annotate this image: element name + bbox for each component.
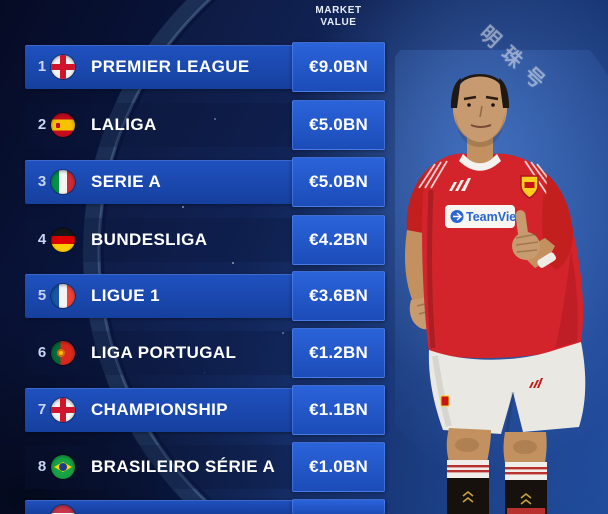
- row-brasileiro-serie-a: 8 BRASILEIRO SÉRIE A €1.0BN: [25, 442, 385, 492]
- market-value-header: MARKET VALUE: [292, 5, 385, 29]
- shorts-adidas-logo-icon: [529, 378, 543, 388]
- rank-number: 7: [37, 401, 47, 418]
- shorts-crest-icon: [440, 395, 450, 407]
- speck-decoration: [232, 262, 234, 264]
- spain-flag-icon: [51, 113, 75, 137]
- sponsor-text: TeamVie: [466, 210, 516, 224]
- market-value-chip: €3.6BN: [292, 271, 385, 321]
- england-flag-icon: [51, 55, 75, 79]
- market-value-chip: €5.0BN: [292, 157, 385, 207]
- rank-number: 8: [37, 458, 47, 475]
- player-shorts: [428, 342, 586, 434]
- market-value: €5.0BN: [309, 172, 368, 191]
- league-name: LIGUE 1: [91, 286, 160, 305]
- row-premier-league: 1 PREMIER LEAGUE €9.0BN: [25, 42, 385, 92]
- england-flag-icon: [51, 398, 75, 422]
- league-name: SERIE A: [91, 172, 162, 191]
- league-name: PREMIER LEAGUE: [91, 57, 250, 76]
- market-value: €1.2BN: [309, 343, 368, 362]
- rank-number: 2: [37, 116, 47, 133]
- rank-number: 5: [37, 287, 47, 304]
- market-value-chip: €4.2BN: [292, 215, 385, 265]
- market-value: €4.2BN: [309, 230, 368, 249]
- market-value-chip: €5.0BN: [292, 100, 385, 150]
- row-bundesliga: 4 BUNDESLIGA €4.2BN: [25, 215, 385, 265]
- league-name: CHAMPIONSHIP: [91, 400, 229, 419]
- speck-decoration: [282, 332, 284, 334]
- rank-number: 1: [37, 58, 47, 75]
- player-image: TeamVie: [395, 50, 608, 514]
- rank-number: 4: [37, 231, 47, 248]
- rank-number: 6: [37, 344, 47, 361]
- league-name: LIGA PORTUGAL: [91, 343, 237, 362]
- speck-decoration: [214, 118, 216, 120]
- row-laliga: 2 LALIGA €5.0BN: [25, 100, 385, 150]
- market-value: €3.6BN: [309, 286, 368, 305]
- rank-number: 3: [37, 173, 47, 190]
- italy-flag-icon: [51, 170, 75, 194]
- jersey-collar: [459, 154, 501, 171]
- speck-decoration: [204, 372, 205, 373]
- row-championship: 7 CHAMPIONSHIP €1.1BN: [25, 385, 385, 435]
- league-name: BUNDESLIGA: [91, 230, 208, 249]
- market-value: €1.1BN: [309, 400, 368, 419]
- market-value-header-line2: VALUE: [320, 17, 357, 28]
- player-legs: [446, 428, 547, 514]
- row-partial-9: [25, 499, 385, 514]
- market-value-chip: €1.1BN: [292, 385, 385, 435]
- market-value: €1.0BN: [309, 457, 368, 476]
- thumbs-up-hand: [512, 174, 573, 270]
- market-value-chip: €1.2BN: [292, 328, 385, 378]
- market-value-chip: €9.0BN: [292, 42, 385, 92]
- player-socks: [447, 460, 547, 514]
- row-serie-a: 3 SERIE A €5.0BN: [25, 157, 385, 207]
- league-name: LALIGA: [91, 115, 157, 134]
- speck-decoration: [182, 206, 184, 208]
- row-liga-portugal: 6 LIGA PORTUGAL €1.2BN: [25, 328, 385, 378]
- league-name: BRASILEIRO SÉRIE A: [91, 457, 276, 476]
- brazil-flag-icon: [51, 455, 75, 479]
- market-value-chip: €1.0BN: [292, 442, 385, 492]
- market-value-header-line1: MARKET: [315, 5, 362, 16]
- sponsor-badge: TeamVie: [445, 205, 516, 228]
- market-value: €5.0BN: [309, 115, 368, 134]
- market-value-chip: [292, 499, 385, 514]
- market-value: €9.0BN: [309, 57, 368, 76]
- row-ligue-1: 5 LIGUE 1 €3.6BN: [25, 271, 385, 321]
- germany-flag-icon: [51, 228, 75, 252]
- portugal-flag-icon: [51, 341, 75, 365]
- adidas-logo-icon: [449, 178, 471, 191]
- france-flag-icon: [51, 284, 75, 308]
- player-head: [450, 74, 510, 164]
- netherlands-flag-icon: [51, 505, 75, 514]
- club-crest-icon: [520, 175, 539, 199]
